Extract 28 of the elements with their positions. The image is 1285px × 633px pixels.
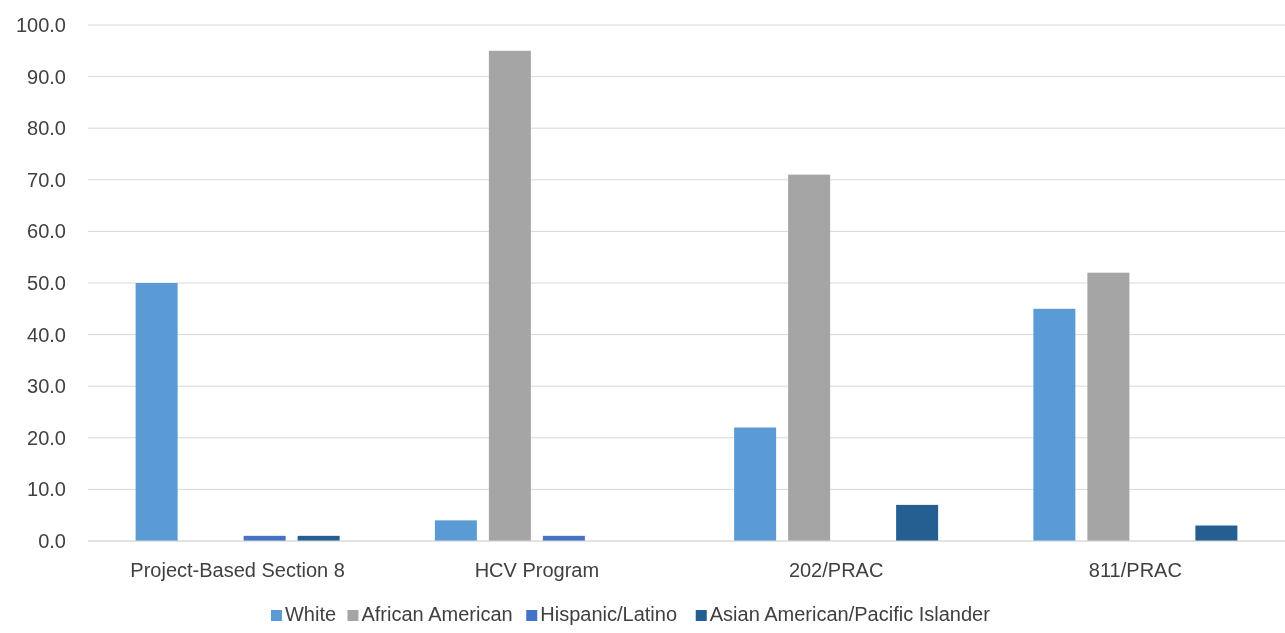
y-tick-label: 10.0: [27, 478, 66, 501]
bar: [788, 174, 831, 541]
y-tick-label: 100.0: [15, 14, 66, 36]
bar: [135, 283, 178, 541]
y-tick-label: 50.0: [27, 272, 66, 294]
bar: [734, 427, 777, 541]
bar: [1033, 308, 1076, 541]
legend-label: African American: [361, 603, 513, 625]
x-tick-label: Project-Based Section 8: [130, 559, 345, 581]
x-tick-label: 202/PRAC: [788, 559, 884, 581]
legend-label: White: [284, 603, 337, 625]
y-tick-label: 70.0: [27, 168, 66, 191]
bar: [1195, 525, 1238, 541]
y-tick-label: 90.0: [27, 65, 66, 88]
y-tick-label: 20.0: [27, 426, 66, 449]
y-tick-label: 0.0: [38, 530, 66, 552]
y-tick-label: 80.0: [27, 117, 66, 140]
legend-label: Asian American/Pacific Islander: [709, 603, 991, 625]
legend-label: Hispanic/Latino: [540, 603, 677, 625]
x-tick-label: HCV Program: [474, 559, 600, 581]
bar: [488, 50, 531, 541]
x-tick-label: 811/PRAC: [1088, 559, 1182, 581]
bar: [1087, 272, 1130, 541]
y-tick-label: 40.0: [27, 323, 66, 346]
bar: [434, 520, 477, 541]
bar: [896, 504, 939, 541]
y-tick-label: 30.0: [27, 375, 66, 398]
y-tick-label: 60.0: [27, 220, 66, 243]
